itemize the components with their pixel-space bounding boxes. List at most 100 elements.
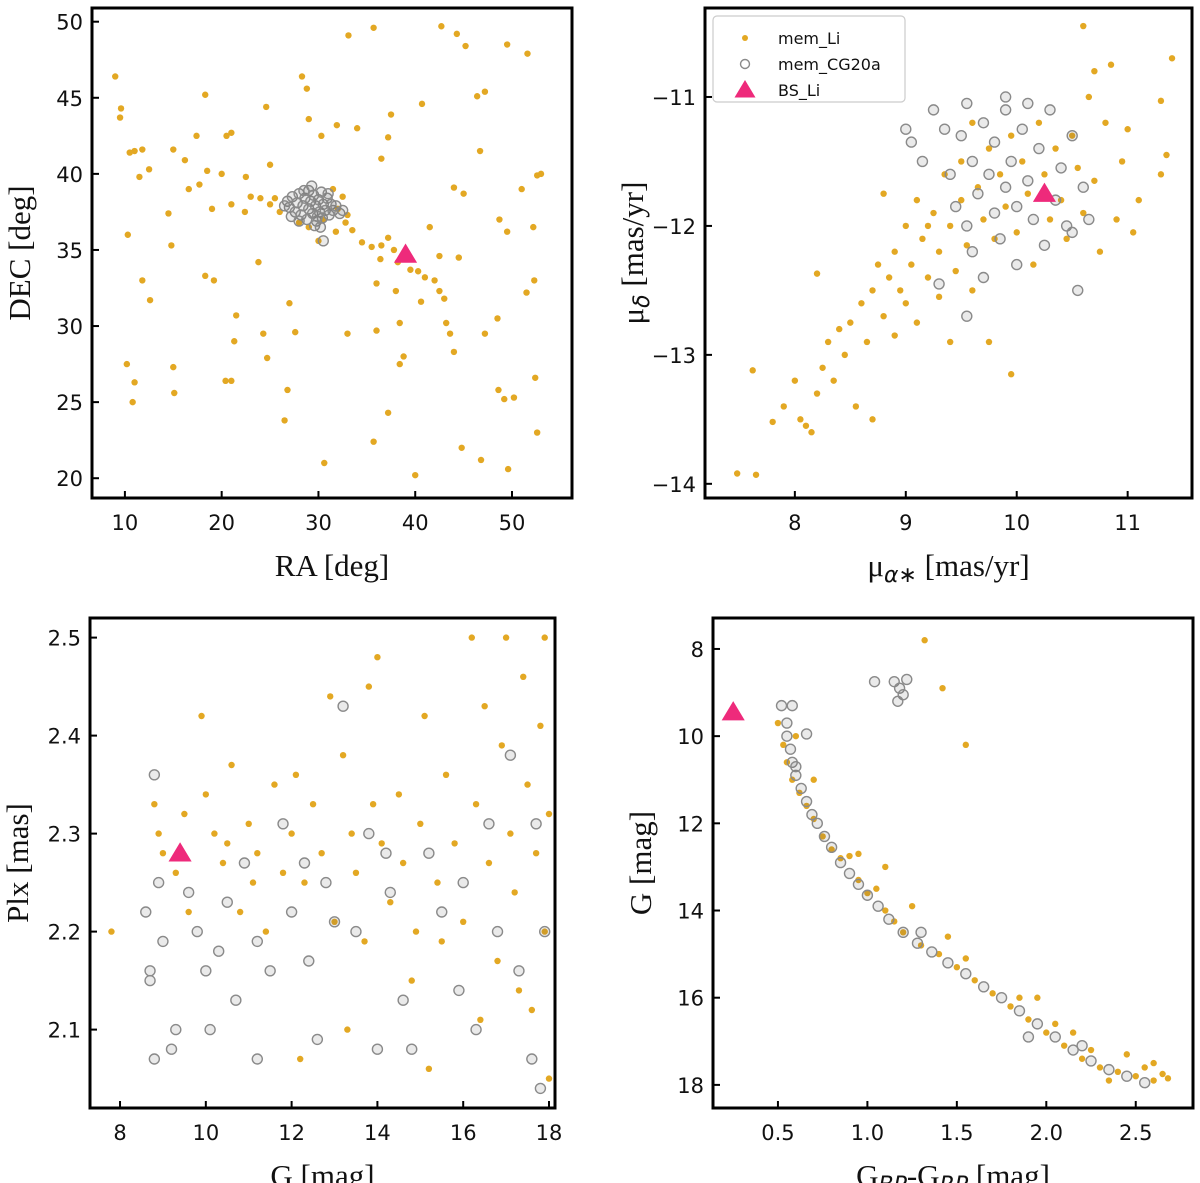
mem_Li-point — [472, 801, 480, 808]
mem_Li-point — [414, 268, 422, 275]
mem_CG20a-point — [423, 847, 435, 859]
y-tick-label: 12 — [677, 812, 704, 836]
mem_CG20a-point — [298, 184, 310, 197]
mem_Li-point — [298, 73, 306, 80]
mem_CG20a-point — [483, 818, 495, 830]
mem_Li-point — [333, 121, 341, 129]
mem_CG20a-point — [872, 900, 884, 912]
mem_Li-point — [108, 928, 115, 935]
mem_Li-point — [869, 287, 876, 294]
panel-4: 0.5 1.0 1.5 2.0 2.5 8 10 12 14 16 18 GBP-GRP [mag] G… — [623, 616, 1195, 1183]
mem_Li-point — [412, 928, 420, 935]
mem_Li-point — [1080, 209, 1087, 217]
mem_Li-point — [503, 228, 511, 235]
mem_CG20a-point — [1044, 104, 1056, 116]
mem_CG20a-point — [293, 215, 305, 227]
mem_Li-point — [450, 348, 458, 356]
mem_Li-point — [145, 166, 153, 173]
mem_Li-point — [202, 91, 209, 98]
mem_Li-point — [384, 409, 392, 416]
mem_CG20a-point — [170, 1023, 182, 1036]
mem_Li-point — [1114, 1068, 1122, 1076]
mem_Li-point — [1007, 371, 1015, 378]
mem_Li-point — [468, 634, 475, 641]
mem_Li-point — [846, 852, 853, 860]
mem_Li-point — [504, 465, 512, 473]
mem_Li-point — [211, 830, 218, 837]
mem_Li-point — [112, 73, 119, 80]
mem_Li-point — [460, 918, 467, 925]
mem_Li-point — [1016, 994, 1023, 1001]
mem_CG20a-point — [926, 946, 938, 958]
mem_CG20a-point — [182, 886, 195, 899]
BS_Li-point — [393, 243, 418, 263]
axes-frame — [90, 6, 574, 500]
mem_CG20a-point — [384, 886, 396, 899]
mem_Li-point — [260, 330, 267, 337]
mem_Li-point — [344, 330, 351, 337]
y-tick-label: 2.1 — [48, 1019, 81, 1043]
x-tick-label: 18 — [536, 1121, 563, 1145]
mem_Li-point — [451, 840, 458, 847]
legend-marker-mem_Li — [742, 35, 748, 41]
mem_Li-point — [1052, 1020, 1059, 1028]
mem_CG20a-point — [526, 1053, 538, 1065]
mem_Li-point — [241, 208, 249, 216]
mem_Li-point — [855, 850, 862, 858]
mem_CG20a-point — [1072, 284, 1084, 297]
mem_Li-point — [780, 403, 787, 410]
mem_Li-point — [421, 274, 429, 281]
x-tick-label: 0.5 — [761, 1121, 794, 1145]
mem_Li-point — [913, 196, 921, 204]
mem_Li-point — [396, 360, 403, 368]
mem_CG20a-point — [1076, 1039, 1088, 1052]
x-tick-label: 10 — [112, 511, 139, 535]
mem_CG20a-point — [251, 1053, 263, 1065]
mem_Li-point — [962, 741, 969, 749]
mem_CG20a-point — [1103, 1063, 1115, 1076]
mem_Li-point — [1135, 196, 1142, 204]
legend-label: mem_Li — [778, 29, 840, 49]
mem_Li-point — [791, 377, 799, 384]
mem_Li-point — [510, 394, 518, 401]
mem_Li-point — [284, 386, 291, 394]
mem_CG20a-point — [944, 168, 956, 181]
mem_CG20a-point — [277, 818, 289, 830]
mem_Li-point — [532, 850, 540, 857]
x-tick-label: 14 — [364, 1121, 391, 1145]
mem_Li-point — [944, 933, 952, 940]
mem_Li-point — [170, 363, 177, 371]
mem_Li-point — [969, 287, 976, 294]
mem_CG20a-point — [1083, 213, 1095, 226]
x-axis-label: RA [deg] — [275, 548, 390, 583]
mem_Li-point — [126, 149, 133, 156]
mem_Li-point — [417, 298, 425, 305]
mem_Li-point — [924, 274, 932, 281]
mem_Li-point — [1159, 1070, 1166, 1078]
mem_Li-point — [455, 254, 462, 261]
mem_Li-point — [507, 830, 514, 837]
mem_Li-point — [537, 170, 545, 178]
mem_Li-point — [1141, 1064, 1148, 1071]
mem_Li-point — [378, 242, 385, 249]
mem_CG20a-point — [1022, 1031, 1035, 1043]
mem_Li-point — [1132, 1072, 1139, 1080]
mem_Li-point — [830, 377, 837, 384]
mem_CG20a-point — [852, 878, 865, 891]
mem_Li-point — [421, 712, 428, 720]
mem_Li-point — [436, 287, 443, 295]
mem_Li-point — [531, 277, 538, 284]
mem_Li-point — [930, 209, 937, 217]
mem_Li-point — [1007, 1003, 1014, 1010]
y-axis-label: G [mag] — [623, 811, 658, 915]
mem_Li-point — [477, 456, 485, 464]
mem_CG20a-point — [999, 181, 1012, 193]
mem_Li-point — [1068, 132, 1076, 139]
mem_Li-point — [496, 216, 503, 223]
mem_Li-point — [231, 338, 238, 345]
mem_Li-point — [292, 328, 299, 336]
y-tick-label: −14 — [652, 473, 696, 497]
mem_CG20a-point — [983, 168, 995, 181]
mem_Li-point — [980, 216, 987, 223]
legend-label: mem_CG20a — [778, 55, 881, 75]
